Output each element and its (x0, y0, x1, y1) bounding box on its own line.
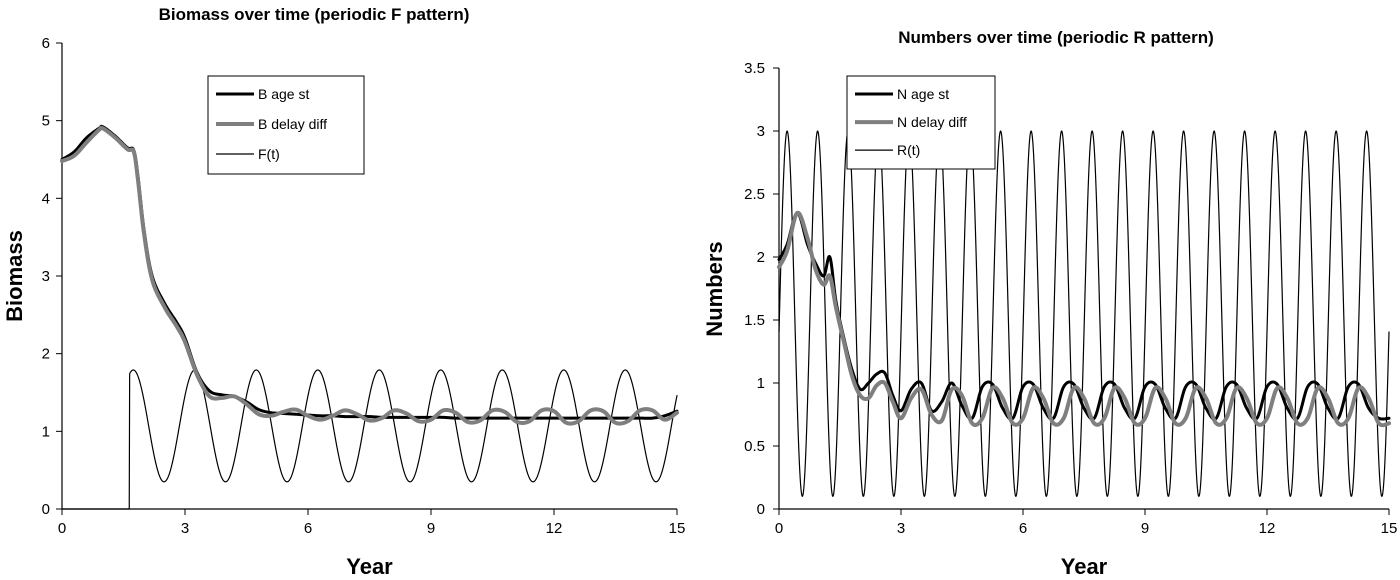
x-tick-label: 9 (427, 520, 435, 537)
y-tick-label: 2 (42, 346, 50, 363)
x-tick-label: 6 (1019, 520, 1027, 537)
y-tick-label: 0 (42, 501, 50, 518)
x-axis-title: Year (346, 554, 393, 579)
x-tick-label: 12 (546, 520, 563, 537)
x-tick-label: 15 (669, 520, 686, 537)
y-tick-label: 5 (42, 113, 50, 130)
y-tick-label: 3 (42, 268, 50, 285)
x-tick-label: 9 (1141, 520, 1149, 537)
series-line-f-t- (61, 369, 678, 510)
x-tick-label: 0 (775, 520, 783, 537)
series-line-b-age-st (60, 124, 679, 420)
y-tick-label: 0 (757, 501, 765, 518)
biomass-chart: Biomass over time (periodic F pattern) Ye… (2, 5, 685, 579)
x-tick-label: 6 (304, 520, 312, 537)
y-tick-label: 0.5 (744, 438, 765, 455)
legend-entry: N delay diff (897, 114, 967, 130)
x-tick-label: 3 (181, 520, 189, 537)
y-tick-label: 6 (42, 35, 50, 52)
chart-1-root: Numbers over time (periodic R pattern) Ye… (702, 28, 1397, 579)
series-line-b-delay-diff (60, 125, 679, 426)
chart-title: Biomass over time (periodic F pattern) (159, 5, 470, 24)
x-axis-title: Year (1061, 554, 1108, 579)
x-tick-label: 0 (58, 520, 66, 537)
legend-entry: B delay diff (258, 116, 327, 132)
y-tick-label: 3 (757, 123, 765, 140)
numbers-chart-panel: Numbers over time (periodic R pattern) Ye… (700, 0, 1400, 580)
series-line-n-delay-diff (777, 210, 1391, 428)
y-tick-label: 2 (757, 249, 765, 266)
y-axis-title: Numbers (702, 241, 727, 336)
legend-entry: B age st (258, 86, 309, 102)
y-tick-label: 1.5 (744, 312, 765, 329)
series-line-r-t- (778, 130, 1390, 497)
legend: B age st B delay diff F(t) (207, 75, 365, 175)
legend-entry: N age st (897, 86, 949, 102)
y-tick-label: 1 (757, 375, 765, 392)
x-tick-label: 3 (897, 520, 905, 537)
numbers-chart: Numbers over time (periodic R pattern) Ye… (702, 28, 1397, 579)
chart-0-root: Biomass over time (periodic F pattern) Ye… (2, 5, 685, 579)
x-tick-label: 15 (1381, 520, 1398, 537)
y-tick-label: 3.5 (744, 60, 765, 77)
legend-entry: R(t) (897, 142, 920, 158)
biomass-chart-panel: Biomass over time (periodic F pattern) Ye… (2, 5, 685, 579)
legend-entry: F(t) (258, 146, 280, 162)
chart-title: Numbers over time (periodic R pattern) (898, 28, 1214, 47)
y-tick-label: 1 (42, 423, 50, 440)
y-tick-label: 4 (42, 190, 50, 207)
x-tick-label: 12 (1259, 520, 1276, 537)
legend: N age st N delay diff R(t) (846, 75, 996, 170)
y-tick-label: 2.5 (744, 186, 765, 203)
series-line-n-age-st (777, 211, 1391, 421)
y-axis-title: Biomass (2, 230, 27, 322)
